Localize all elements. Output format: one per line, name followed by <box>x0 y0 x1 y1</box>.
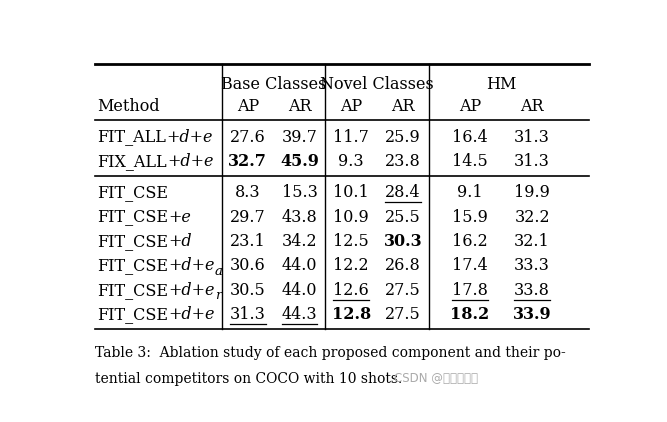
Text: 23.1: 23.1 <box>230 233 265 250</box>
Text: tential competitors on COCO with 10 shots.: tential competitors on COCO with 10 shot… <box>95 372 402 386</box>
Text: 32.1: 32.1 <box>514 233 550 250</box>
Text: 39.7: 39.7 <box>281 129 317 146</box>
Text: 33.3: 33.3 <box>514 257 550 274</box>
Text: FIT_CSE: FIT_CSE <box>97 257 168 274</box>
Text: 25.9: 25.9 <box>385 129 421 146</box>
Text: +d+e: +d+e <box>168 281 215 299</box>
Text: 12.5: 12.5 <box>334 233 369 250</box>
Text: 9.1: 9.1 <box>457 184 483 201</box>
Text: 31.3: 31.3 <box>514 129 550 146</box>
Text: AR: AR <box>287 98 311 115</box>
Text: 44.0: 44.0 <box>281 281 317 299</box>
Text: 9.3: 9.3 <box>338 153 364 170</box>
Text: 17.4: 17.4 <box>452 257 488 274</box>
Text: FIT_CSE: FIT_CSE <box>97 306 168 323</box>
Text: +d+e: +d+e <box>168 257 215 274</box>
Text: Method: Method <box>97 98 160 115</box>
Text: 14.5: 14.5 <box>452 153 488 170</box>
Text: r: r <box>215 289 221 302</box>
Text: FIX_ALL: FIX_ALL <box>97 153 167 170</box>
Text: 30.5: 30.5 <box>230 281 265 299</box>
Text: 29.7: 29.7 <box>230 208 265 225</box>
Text: 44.3: 44.3 <box>281 306 317 323</box>
Text: 12.6: 12.6 <box>334 281 369 299</box>
Text: Base Classes: Base Classes <box>221 76 326 92</box>
Text: 19.9: 19.9 <box>514 184 550 201</box>
Text: 10.1: 10.1 <box>334 184 369 201</box>
Text: 16.2: 16.2 <box>452 233 488 250</box>
Text: 32.2: 32.2 <box>514 208 550 225</box>
Text: 34.2: 34.2 <box>281 233 317 250</box>
Text: 30.6: 30.6 <box>230 257 265 274</box>
Text: 30.3: 30.3 <box>384 233 422 250</box>
Text: 25.5: 25.5 <box>385 208 421 225</box>
Text: FIT_CSE: FIT_CSE <box>97 233 168 250</box>
Text: 26.8: 26.8 <box>385 257 421 274</box>
Text: Novel Classes: Novel Classes <box>320 76 434 92</box>
Text: AR: AR <box>520 98 544 115</box>
Text: 31.3: 31.3 <box>230 306 265 323</box>
Text: 18.2: 18.2 <box>450 306 490 323</box>
Text: 33.8: 33.8 <box>514 281 550 299</box>
Text: FIT_CSE: FIT_CSE <box>97 208 168 225</box>
Text: AP: AP <box>237 98 259 115</box>
Text: 28.4: 28.4 <box>385 184 421 201</box>
Text: FIT_CSE: FIT_CSE <box>97 281 168 299</box>
Text: 27.5: 27.5 <box>385 281 421 299</box>
Text: 43.8: 43.8 <box>281 208 317 225</box>
Text: 15.3: 15.3 <box>281 184 317 201</box>
Text: Table 3:  Ablation study of each proposed component and their po-: Table 3: Ablation study of each proposed… <box>95 346 566 360</box>
Text: AP: AP <box>340 98 362 115</box>
Text: +d: +d <box>168 233 192 250</box>
Text: 15.9: 15.9 <box>452 208 488 225</box>
Text: 16.4: 16.4 <box>452 129 488 146</box>
Text: CSDN @小张好难瑞: CSDN @小张好难瑞 <box>394 372 478 385</box>
Text: 10.9: 10.9 <box>334 208 369 225</box>
Text: 12.8: 12.8 <box>331 306 371 323</box>
Text: 44.0: 44.0 <box>281 257 317 274</box>
Text: 31.3: 31.3 <box>514 153 550 170</box>
Text: +e: +e <box>168 208 191 225</box>
Text: 12.2: 12.2 <box>334 257 369 274</box>
Text: 45.9: 45.9 <box>280 153 319 170</box>
Text: 27.5: 27.5 <box>385 306 421 323</box>
Text: a: a <box>215 265 223 278</box>
Text: +d+e: +d+e <box>166 129 213 146</box>
Text: 27.6: 27.6 <box>230 129 265 146</box>
Text: 32.7: 32.7 <box>228 153 267 170</box>
Text: FIT_CSE: FIT_CSE <box>97 184 168 201</box>
Text: 33.9: 33.9 <box>513 306 552 323</box>
Text: 8.3: 8.3 <box>235 184 261 201</box>
Text: FIT_ALL: FIT_ALL <box>97 129 166 146</box>
Text: 23.8: 23.8 <box>385 153 421 170</box>
Text: AP: AP <box>459 98 481 115</box>
Text: +d+e: +d+e <box>168 306 215 323</box>
Text: AR: AR <box>391 98 415 115</box>
Text: HM: HM <box>486 76 516 92</box>
Text: 11.7: 11.7 <box>334 129 369 146</box>
Text: +d+e: +d+e <box>167 153 213 170</box>
Text: 17.8: 17.8 <box>452 281 488 299</box>
